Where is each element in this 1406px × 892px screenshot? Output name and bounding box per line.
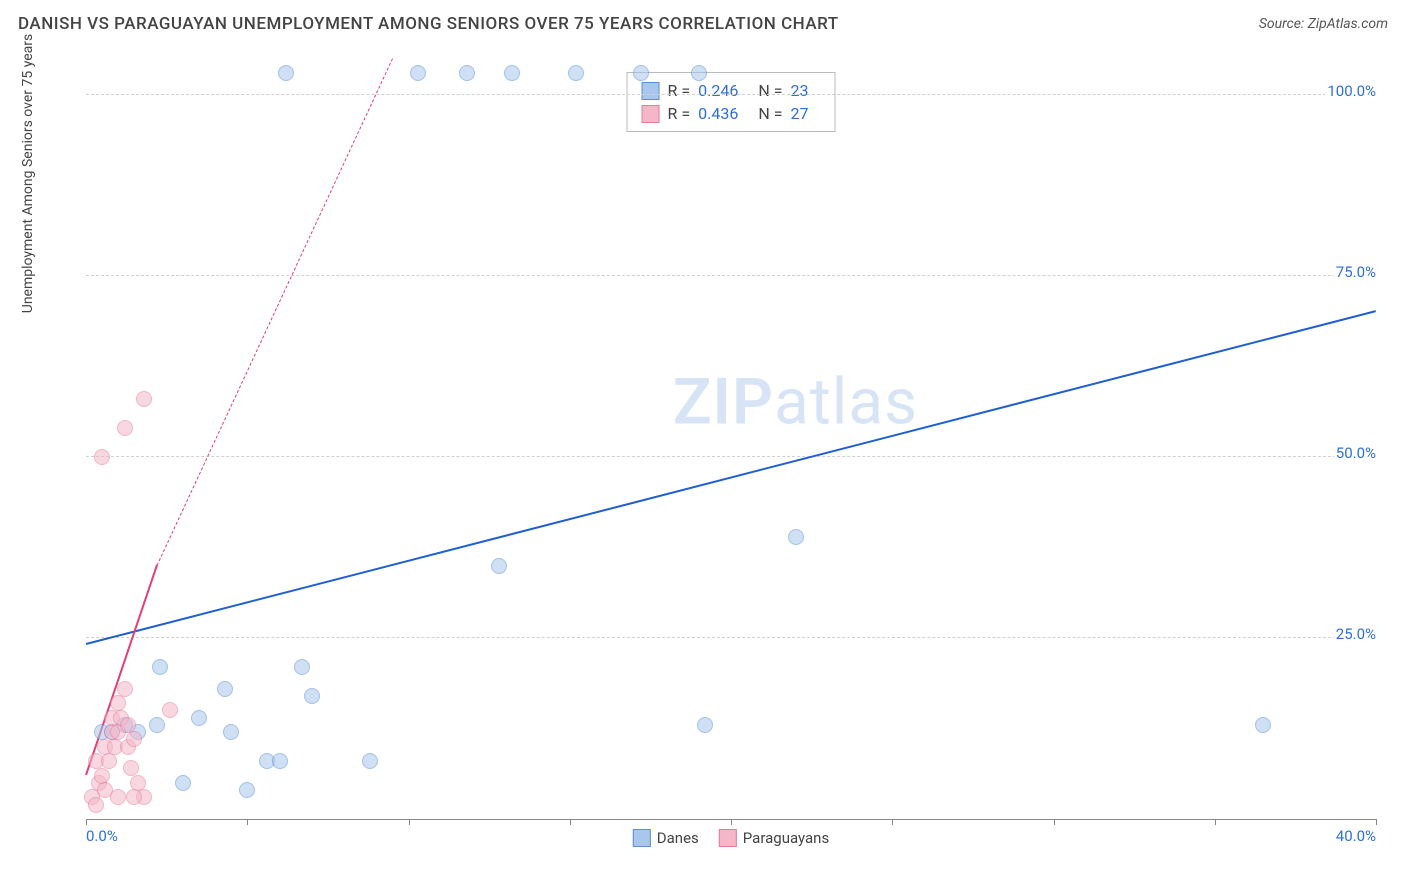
scatter-point xyxy=(697,717,713,733)
trend-line xyxy=(156,58,392,565)
legend-series: Danes Paraguayans xyxy=(633,829,829,847)
swatch-paraguayans xyxy=(642,105,660,123)
scatter-point xyxy=(110,789,126,805)
y-tick-label: 100.0% xyxy=(1325,82,1378,100)
legend-stats: R = 0.246 N = 23 R = 0.436 N = 27 xyxy=(627,72,836,132)
x-tick xyxy=(409,819,410,825)
scatter-point xyxy=(459,65,475,81)
scatter-point xyxy=(110,695,126,711)
y-axis-title: Unemployment Among Seniors over 75 years xyxy=(20,34,36,314)
scatter-point xyxy=(504,65,520,81)
legend-item-danes: Danes xyxy=(633,829,699,847)
x-tick xyxy=(570,819,571,825)
scatter-point xyxy=(691,65,707,81)
scatter-point xyxy=(217,681,233,697)
scatter-point xyxy=(126,789,142,805)
chart-title: DANISH VS PARAGUAYAN UNEMPLOYMENT AMONG … xyxy=(18,14,839,34)
stat-n-value-danes: 23 xyxy=(790,81,808,100)
stat-r-value-paraguayans: 0.436 xyxy=(698,104,738,123)
header: DANISH VS PARAGUAYAN UNEMPLOYMENT AMONG … xyxy=(0,0,1406,42)
scatter-point xyxy=(94,768,110,784)
y-tick-label: 50.0% xyxy=(1334,444,1378,462)
scatter-point xyxy=(294,659,310,675)
gridline xyxy=(86,456,1376,457)
x-tick xyxy=(86,819,87,825)
x-tick xyxy=(1054,819,1055,825)
watermark: ZIPatlas xyxy=(673,364,918,439)
x-tick xyxy=(247,819,248,825)
scatter-point xyxy=(117,420,133,436)
stat-n-label: N = xyxy=(758,81,782,100)
y-tick-label: 25.0% xyxy=(1334,625,1378,643)
x-axis-max-label: 40.0% xyxy=(1336,827,1376,845)
scatter-point xyxy=(101,753,117,769)
swatch-danes xyxy=(633,829,651,847)
legend-item-paraguayans: Paraguayans xyxy=(719,829,829,847)
legend-label: Danes xyxy=(657,829,699,847)
x-tick xyxy=(1215,819,1216,825)
legend-label: Paraguayans xyxy=(743,829,829,847)
scatter-point xyxy=(149,717,165,733)
scatter-point xyxy=(1255,717,1271,733)
stat-r-label: R = xyxy=(668,104,691,123)
source-attribution: Source: ZipAtlas.com xyxy=(1259,16,1388,32)
scatter-point xyxy=(162,702,178,718)
legend-stats-row: R = 0.436 N = 27 xyxy=(642,102,821,125)
scatter-point xyxy=(152,659,168,675)
y-tick-label: 75.0% xyxy=(1334,263,1378,281)
swatch-danes xyxy=(642,82,660,100)
legend-stats-row: R = 0.246 N = 23 xyxy=(642,79,821,102)
scatter-point xyxy=(126,731,142,747)
scatter-point xyxy=(633,65,649,81)
trend-line xyxy=(86,310,1376,645)
x-tick xyxy=(892,819,893,825)
scatter-point xyxy=(568,65,584,81)
gridline xyxy=(86,637,1376,638)
scatter-point xyxy=(278,65,294,81)
scatter-point xyxy=(94,449,110,465)
swatch-paraguayans xyxy=(719,829,737,847)
gridline xyxy=(86,275,1376,276)
plot-region: ZIPatlas R = 0.246 N = 23 R = 0.436 N = … xyxy=(86,60,1376,820)
scatter-point xyxy=(491,558,507,574)
scatter-point xyxy=(117,681,133,697)
scatter-point xyxy=(175,775,191,791)
stat-r-label: R = xyxy=(668,81,691,100)
scatter-point xyxy=(304,688,320,704)
x-tick xyxy=(1376,819,1377,825)
scatter-point xyxy=(788,529,804,545)
stat-r-value-danes: 0.246 xyxy=(698,81,738,100)
gridline xyxy=(86,94,1376,95)
scatter-point xyxy=(272,753,288,769)
x-axis-min-label: 0.0% xyxy=(86,827,118,845)
scatter-point xyxy=(191,710,207,726)
stat-n-value-paraguayans: 27 xyxy=(790,104,808,123)
chart-area: Unemployment Among Seniors over 75 years… xyxy=(48,50,1388,840)
scatter-point xyxy=(223,724,239,740)
scatter-point xyxy=(362,753,378,769)
x-tick xyxy=(731,819,732,825)
stat-n-label: N = xyxy=(758,104,782,123)
scatter-point xyxy=(239,782,255,798)
scatter-point xyxy=(410,65,426,81)
scatter-point xyxy=(88,797,104,813)
scatter-point xyxy=(136,391,152,407)
